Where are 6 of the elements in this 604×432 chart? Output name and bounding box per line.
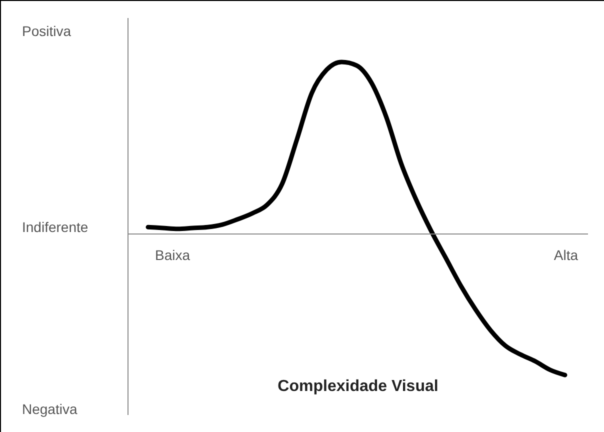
annotation: Alta	[554, 247, 578, 263]
text: Indiferente	[22, 219, 88, 235]
text: Positiva	[22, 23, 72, 39]
x-axis-title: Complexidade Visual	[278, 378, 438, 395]
annotation: Baixa	[155, 247, 190, 263]
text: Negativa	[22, 401, 78, 417]
